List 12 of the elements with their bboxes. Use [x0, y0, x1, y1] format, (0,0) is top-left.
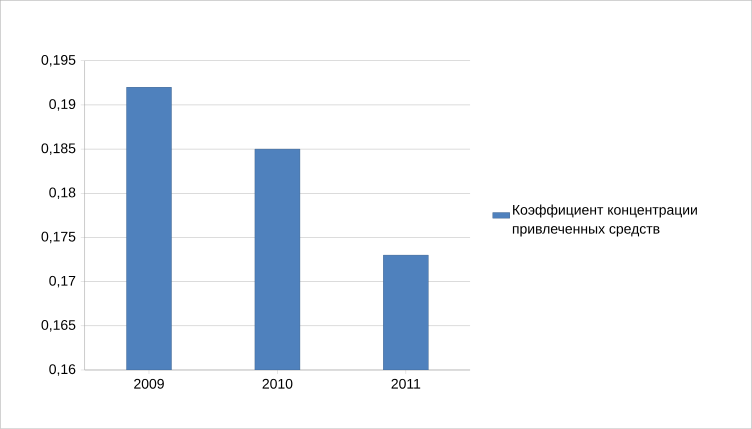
y-tick-label: 0,18 [49, 188, 76, 200]
x-tick-label: 2010 [262, 378, 292, 389]
y-tick-label: 0,175 [42, 232, 76, 244]
y-tick-label: 0,195 [42, 55, 76, 67]
x-tick-label: 2009 [134, 378, 164, 389]
x-tick-label: 2011 [392, 378, 420, 389]
y-tick-label: 0,165 [42, 320, 76, 332]
y-tick-label: 0,19 [49, 99, 76, 111]
y-tick-label: 0,17 [49, 276, 76, 288]
legend-label: Коэффициент концентрации привлеченных средств [512, 204, 697, 237]
y-tick-label: 0,185 [42, 143, 76, 155]
y-tick-label: 0,16 [49, 364, 76, 376]
